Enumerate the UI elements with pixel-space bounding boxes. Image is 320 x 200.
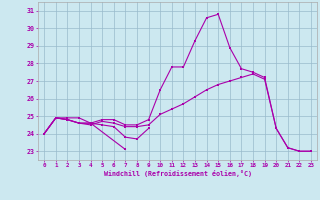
X-axis label: Windchill (Refroidissement éolien,°C): Windchill (Refroidissement éolien,°C): [104, 170, 252, 177]
